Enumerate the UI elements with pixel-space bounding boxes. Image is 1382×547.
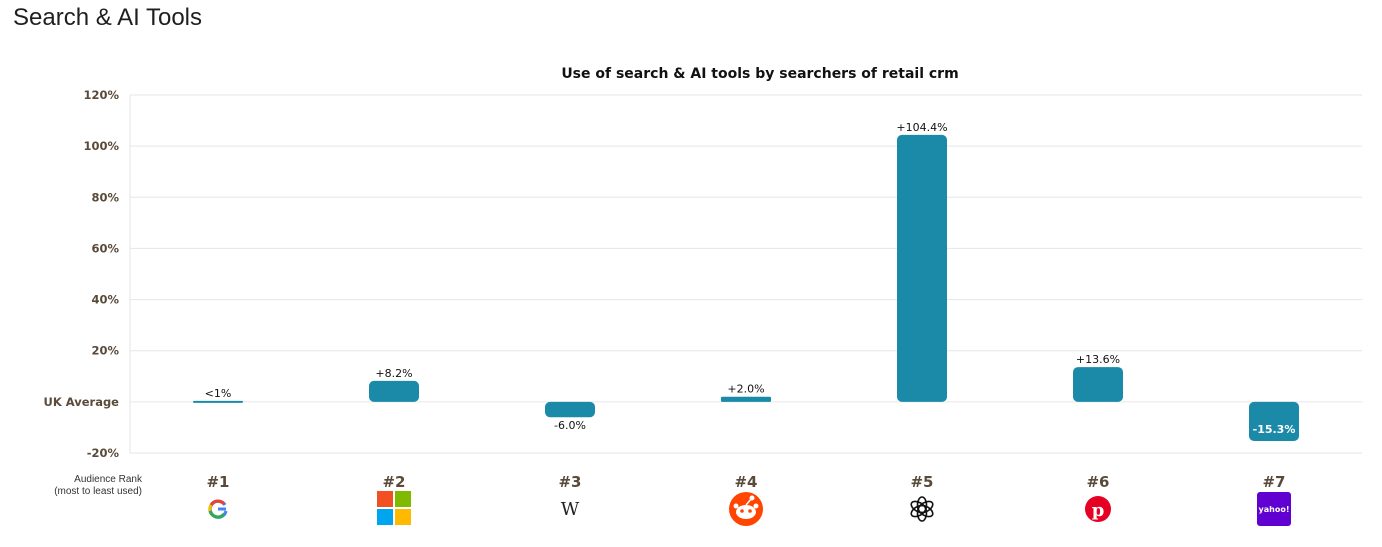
y-tick-label: 120%	[83, 88, 119, 102]
data-label: +8.2%	[375, 367, 412, 380]
y-tick-label: 20%	[91, 344, 119, 358]
svg-text:W: W	[561, 499, 580, 520]
wikipedia-icon: W	[561, 499, 580, 520]
y-tick-label: 60%	[91, 241, 119, 255]
x-tick-label: #5	[910, 473, 933, 491]
data-label: <1%	[205, 387, 232, 400]
y-tick-label: UK Average	[43, 395, 119, 409]
data-label: -6.0%	[554, 419, 586, 432]
y-tick-label: 80%	[91, 190, 119, 204]
x-tick-label: #3	[558, 473, 581, 491]
bar	[1249, 401, 1299, 441]
y-tick-label: -20%	[87, 446, 120, 460]
audience-rank-label: Audience Rank (most to least used)	[20, 474, 142, 498]
y-tick-label: 100%	[83, 139, 119, 153]
y-tick-label: 40%	[91, 293, 119, 307]
chatgpt-icon	[910, 496, 934, 522]
google-icon	[208, 499, 228, 519]
bar	[897, 134, 947, 402]
reddit-icon	[729, 492, 763, 526]
audience-rank-line-2: (most to least used)	[54, 486, 142, 497]
x-tick-label: #1	[206, 473, 229, 491]
x-tick-label: #7	[1262, 473, 1285, 491]
svg-text:yahoo!: yahoo!	[1259, 505, 1290, 514]
x-tick-label: #4	[734, 473, 757, 491]
bar	[369, 380, 419, 402]
data-label: +13.6%	[1076, 353, 1120, 366]
chart-title: Use of search & AI tools by searchers of…	[561, 66, 958, 82]
svg-text:p: p	[1092, 500, 1105, 521]
bar	[721, 396, 771, 402]
x-tick-label: #6	[1086, 473, 1109, 491]
microsoft-icon	[377, 491, 411, 525]
data-label: +104.4%	[896, 121, 947, 134]
bar	[545, 401, 595, 418]
page-title: Search & AI Tools	[13, 4, 202, 31]
audience-rank-line-1: Audience Rank	[74, 474, 142, 485]
data-label: +2.0%	[727, 383, 764, 396]
pinterest-icon: p	[1085, 496, 1111, 522]
x-tick-label: #2	[382, 473, 405, 491]
yahoo-icon: yahoo!	[1257, 492, 1291, 526]
bar	[193, 400, 243, 403]
bar	[1073, 367, 1123, 402]
data-label: -15.3%	[1253, 423, 1296, 436]
